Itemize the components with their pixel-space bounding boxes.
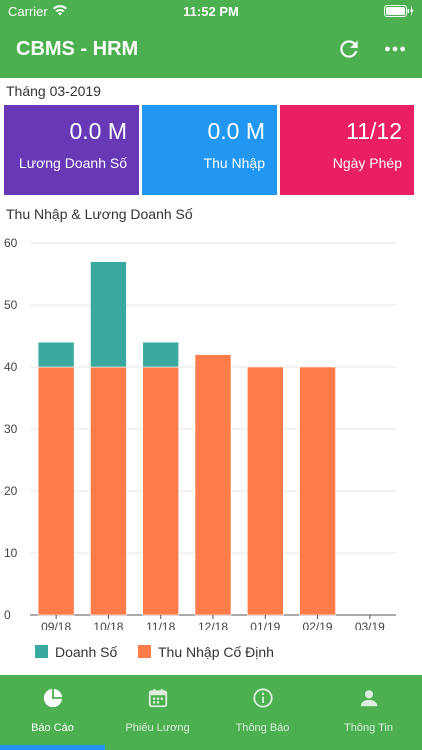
nav-tab-notifications[interactable]: Thông Báo bbox=[210, 675, 315, 750]
status-bar: Carrier 11:52 PM bbox=[0, 0, 422, 22]
person-icon bbox=[360, 690, 378, 707]
income-sales-chart: 0 10 20 30 40 50 60 09/18 10/18 11/18 12/18 01/19 02… bbox=[4, 236, 396, 630]
sales-salary-value: 0.0 M bbox=[69, 118, 127, 144]
x-tick-label: 02/19 bbox=[303, 620, 333, 630]
nav-label-report: Báo Cáo bbox=[31, 722, 74, 734]
month-label: Tháng 03-2019 bbox=[6, 83, 101, 99]
bar-segment-fixed-income[interactable] bbox=[142, 366, 180, 616]
bar-segment-fixed-income[interactable] bbox=[37, 366, 75, 616]
leave-days-card[interactable]: 11/12 Ngày Phép bbox=[280, 105, 414, 195]
x-tick-label: 11/18 bbox=[146, 620, 175, 630]
bar-segment-sales[interactable] bbox=[142, 341, 180, 368]
nav-label-notifications: Thông Báo bbox=[235, 722, 290, 734]
legend-swatch-sales bbox=[35, 645, 48, 658]
bar-segment-fixed-income[interactable] bbox=[194, 354, 232, 616]
chart-legend: Doanh Số Thu Nhập Cố Định bbox=[0, 642, 422, 662]
nav-label-payslip: Phiếu Lương bbox=[125, 722, 190, 734]
wifi-icon bbox=[53, 5, 67, 16]
calendar-icon bbox=[148, 688, 168, 708]
x-tick-label: 10/18 bbox=[93, 620, 123, 630]
bar-segment-fixed-income[interactable] bbox=[246, 366, 284, 616]
income-label: Thu Nhập bbox=[203, 155, 265, 171]
y-tick-label: 20 bbox=[4, 484, 18, 498]
y-tick-label: 50 bbox=[4, 298, 18, 312]
leave-days-label: Ngày Phép bbox=[332, 155, 402, 171]
chart-title: Thu Nhập & Lương Doanh Số bbox=[6, 206, 193, 222]
info-icon bbox=[253, 688, 273, 708]
bar-segment-sales[interactable] bbox=[90, 261, 127, 368]
nav-tab-profile[interactable]: Thông Tin bbox=[316, 675, 421, 750]
sales-salary-label: Lương Doanh Số bbox=[18, 155, 127, 171]
y-tick-label: 60 bbox=[4, 236, 18, 250]
y-tick-label: 0 bbox=[4, 608, 11, 622]
sales-salary-card[interactable]: 0.0 M Lương Doanh Số bbox=[4, 105, 139, 195]
nav-tab-payslip[interactable]: Phiếu Lương bbox=[105, 675, 210, 750]
legend-label-fixed-income: Thu Nhập Cố Định bbox=[158, 644, 274, 660]
y-tick-label: 40 bbox=[4, 360, 18, 374]
income-card[interactable]: 0.0 M Thu Nhập bbox=[142, 105, 277, 195]
income-value: 0.0 M bbox=[207, 118, 265, 144]
y-tick-label: 10 bbox=[4, 546, 18, 560]
x-tick-label: 01/19 bbox=[250, 620, 280, 630]
battery-icon bbox=[384, 5, 414, 17]
refresh-icon[interactable] bbox=[336, 36, 362, 62]
x-tick-label: 09/18 bbox=[41, 620, 71, 630]
status-time: 11:52 PM bbox=[183, 4, 239, 19]
bar-segment-fixed-income[interactable] bbox=[299, 366, 336, 616]
bar-segment-sales[interactable] bbox=[37, 341, 75, 368]
bar-segment-fixed-income[interactable] bbox=[90, 366, 127, 616]
legend-swatch-fixed-income bbox=[138, 645, 151, 658]
x-tick-label: 12/18 bbox=[198, 620, 228, 630]
y-tick-label: 30 bbox=[4, 422, 18, 436]
more-icon[interactable] bbox=[382, 36, 408, 62]
carrier-label: Carrier bbox=[8, 4, 48, 19]
pie-chart-icon bbox=[43, 688, 63, 708]
app-title: CBMS - HRM bbox=[16, 38, 139, 60]
nav-tab-report[interactable]: Báo Cáo bbox=[0, 675, 105, 750]
nav-label-profile: Thông Tin bbox=[344, 722, 393, 734]
bottom-navigation: Báo Cáo Phiếu Lương Thông Báo Thông Tin bbox=[0, 675, 422, 750]
app-bar: CBMS - HRM bbox=[0, 22, 422, 78]
legend-label-sales: Doanh Số bbox=[55, 644, 118, 660]
active-tab-indicator bbox=[0, 745, 105, 750]
leave-days-value: 11/12 bbox=[346, 118, 402, 144]
x-tick-label: 03/19 bbox=[355, 620, 385, 630]
